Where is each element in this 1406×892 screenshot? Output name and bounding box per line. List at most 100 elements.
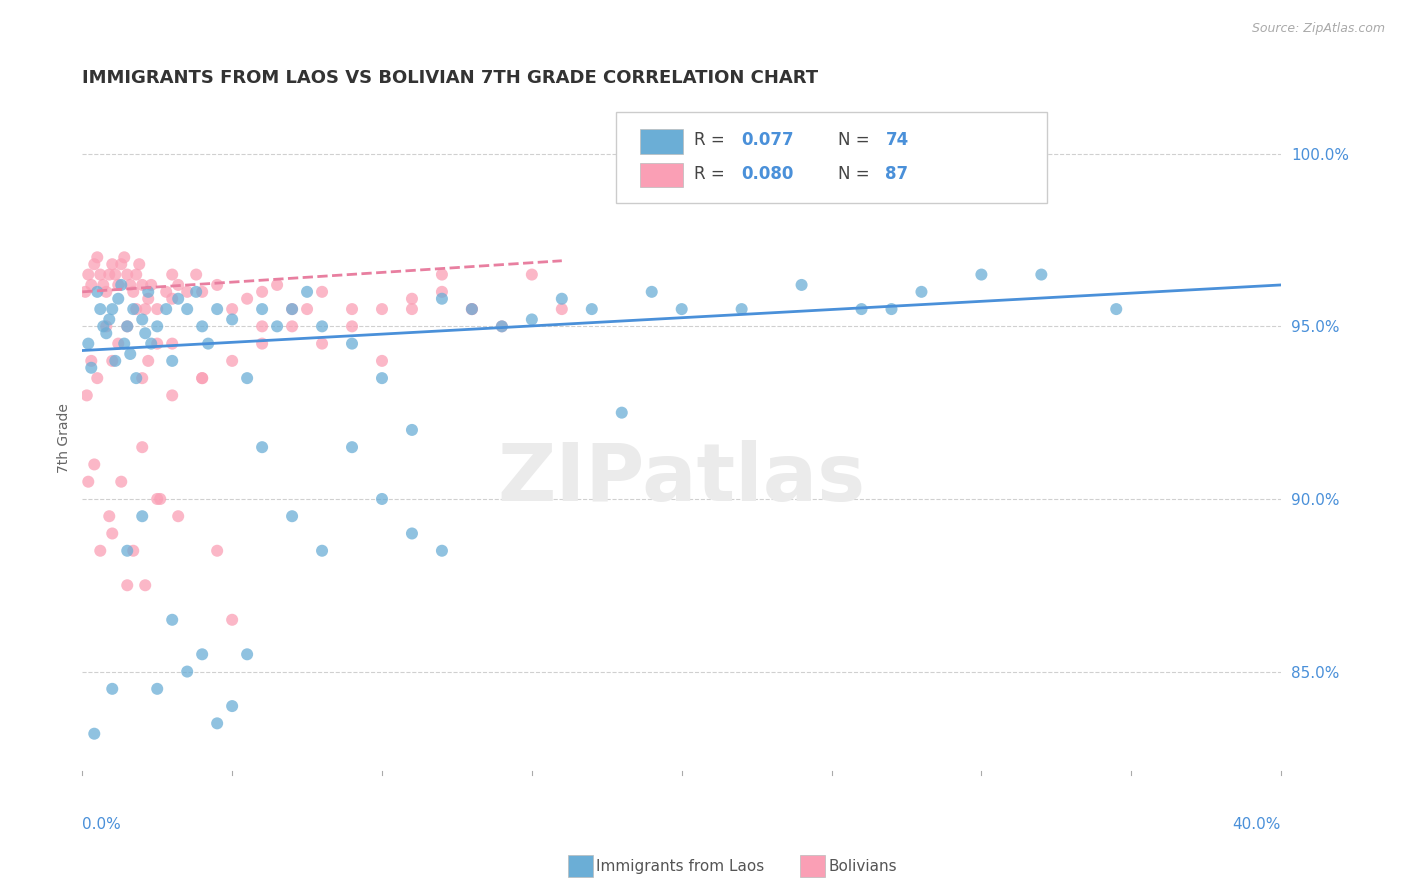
Point <box>86 371 108 385</box>
Point <box>197 336 219 351</box>
Point <box>134 578 156 592</box>
Point <box>671 302 693 317</box>
Point <box>205 543 228 558</box>
Point <box>117 268 139 282</box>
Text: 0.080: 0.080 <box>741 165 794 183</box>
Point <box>146 302 169 317</box>
Point <box>311 285 333 299</box>
Text: N =: N = <box>838 131 875 149</box>
Point <box>191 371 214 385</box>
Point <box>250 302 273 317</box>
Point <box>120 347 142 361</box>
Point <box>89 543 111 558</box>
Point <box>250 285 273 299</box>
Point <box>581 302 603 317</box>
Point <box>176 665 198 679</box>
Text: IMMIGRANTS FROM LAOS VS BOLIVIAN 7TH GRADE CORRELATION CHART: IMMIGRANTS FROM LAOS VS BOLIVIAN 7TH GRA… <box>83 69 818 87</box>
Point <box>77 336 100 351</box>
Point <box>131 371 153 385</box>
Point <box>186 285 208 299</box>
Point <box>104 354 127 368</box>
Point <box>340 302 363 317</box>
Point <box>110 277 132 292</box>
Point <box>491 319 513 334</box>
Point <box>790 277 813 292</box>
Point <box>91 277 114 292</box>
FancyBboxPatch shape <box>640 128 683 153</box>
Point <box>98 268 121 282</box>
Point <box>112 336 135 351</box>
Point <box>101 354 124 368</box>
Point <box>730 302 752 317</box>
Point <box>112 250 135 264</box>
Point <box>551 302 574 317</box>
Point <box>371 302 394 317</box>
Point <box>125 302 148 317</box>
Point <box>340 440 363 454</box>
Point <box>491 319 513 334</box>
Point <box>970 268 993 282</box>
Point <box>91 319 114 334</box>
Point <box>167 292 190 306</box>
Point <box>80 354 103 368</box>
Point <box>86 285 108 299</box>
Point <box>281 319 304 334</box>
Point <box>551 292 574 306</box>
Point <box>101 526 124 541</box>
Point <box>107 292 129 306</box>
Point <box>141 277 163 292</box>
Point <box>136 292 159 306</box>
Point <box>134 326 156 341</box>
Point <box>117 319 139 334</box>
Point <box>125 268 148 282</box>
Point <box>83 257 105 271</box>
Point <box>401 302 423 317</box>
Point <box>880 302 903 317</box>
Point <box>1031 268 1053 282</box>
Point <box>401 423 423 437</box>
Point <box>75 285 97 299</box>
Point <box>96 285 118 299</box>
Point <box>191 285 214 299</box>
Point <box>80 360 103 375</box>
Point <box>131 440 153 454</box>
Point <box>77 475 100 489</box>
Point <box>160 354 183 368</box>
Point <box>110 257 132 271</box>
Point <box>430 543 453 558</box>
Text: 0.077: 0.077 <box>741 131 794 149</box>
Point <box>340 319 363 334</box>
Point <box>250 440 273 454</box>
Point <box>160 336 183 351</box>
Point <box>641 285 664 299</box>
Text: Immigrants from Laos: Immigrants from Laos <box>596 859 765 873</box>
Point <box>107 277 129 292</box>
Point <box>371 354 394 368</box>
Point <box>101 257 124 271</box>
Point <box>221 302 243 317</box>
Point <box>125 371 148 385</box>
Point <box>110 475 132 489</box>
Point <box>98 312 121 326</box>
Point <box>83 727 105 741</box>
Point <box>910 285 932 299</box>
Point <box>461 302 484 317</box>
Point <box>610 406 633 420</box>
Point <box>266 319 288 334</box>
Point <box>520 312 543 326</box>
Point <box>131 277 153 292</box>
Point <box>77 268 100 282</box>
Point <box>107 336 129 351</box>
Point <box>134 302 156 317</box>
Point <box>101 681 124 696</box>
Point <box>104 268 127 282</box>
Point <box>160 388 183 402</box>
Point <box>160 613 183 627</box>
Point <box>250 319 273 334</box>
Point <box>205 716 228 731</box>
Point <box>155 302 177 317</box>
Point <box>311 543 333 558</box>
Text: Bolivians: Bolivians <box>828 859 897 873</box>
Point <box>98 509 121 524</box>
Text: 0.0%: 0.0% <box>83 816 121 831</box>
